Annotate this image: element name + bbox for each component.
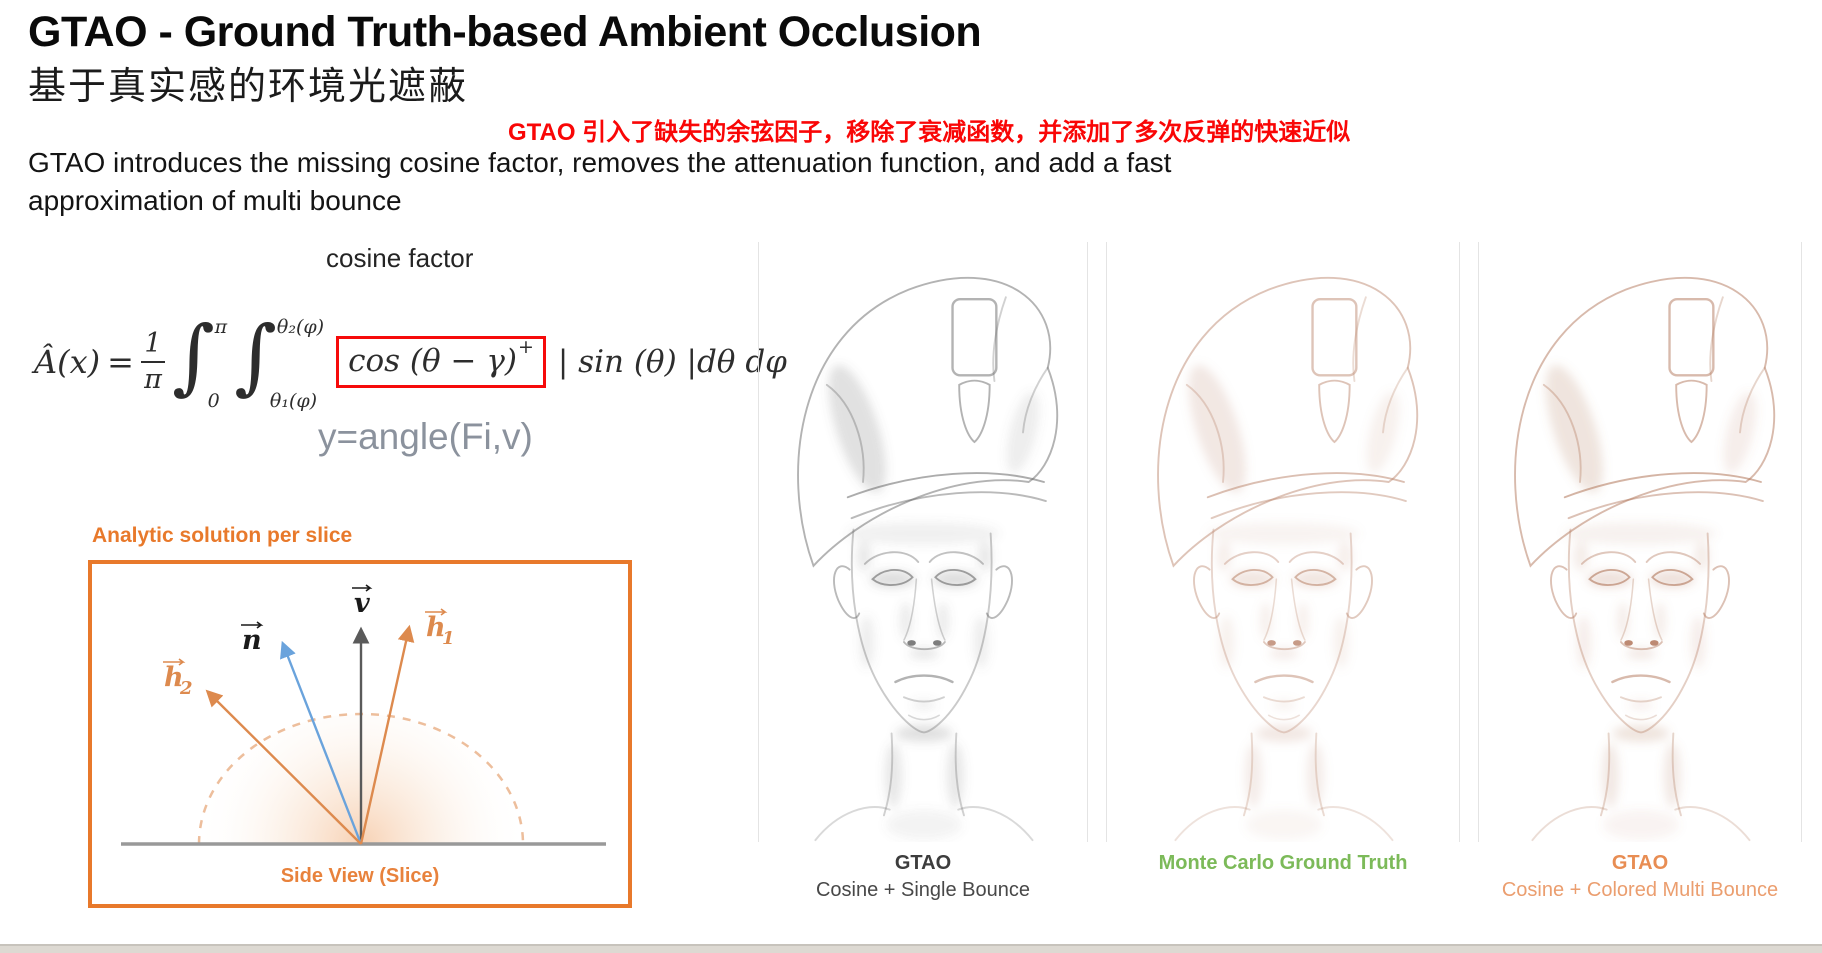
y-angle-label: y=angle(Fi,v)	[318, 416, 533, 457]
fraction-one-over-pi: 1 π	[140, 328, 165, 395]
vector-n	[280, 640, 363, 845]
cosine-term: cos (θ − γ)	[348, 342, 517, 379]
slice-diagram: v n h 1 h 2 Side View (Slice)	[121, 584, 606, 887]
head-bust-image	[1479, 242, 1801, 842]
vector-h1	[359, 624, 415, 845]
slice-diagram-box: v n h 1 h 2 Side View (Slice)	[88, 560, 632, 908]
outer-integral: ∫ π 0	[171, 308, 228, 412]
formula-equals: =	[107, 343, 134, 381]
inner-integral-upper: θ₂(φ)	[276, 316, 325, 338]
fraction-denominator: π	[144, 364, 162, 395]
outer-integral-upper: π	[214, 316, 228, 338]
panel-caption-title: GTAO	[894, 852, 952, 874]
cosine-term-red-box: cos (θ − γ) +	[336, 335, 546, 389]
vector-h1-label-arrow	[425, 608, 448, 616]
side-view-caption: Side View (Slice)	[281, 865, 440, 887]
vector-v-label-arrow	[352, 584, 373, 592]
body-paragraph: GTAO introduces the missing cosine facto…	[28, 144, 1171, 220]
panel-caption: Monte Carlo Ground Truth	[1106, 850, 1460, 877]
vector-h2	[205, 689, 362, 845]
vector-h1-label: h	[426, 612, 446, 643]
head-panel-gtao-single: GTAO Cosine + Single Bounce	[758, 242, 1088, 907]
vector-labels: v n h 1 h 2	[163, 584, 455, 699]
inner-integral: ∫ θ₂(φ) θ₁(φ)	[234, 308, 325, 412]
fraction-numerator: 1	[144, 328, 162, 360]
vector-n-label-arrow	[241, 621, 264, 629]
analytic-solution-label: Analytic solution per slice	[92, 524, 353, 547]
body-line-1: GTAO introduces the missing cosine facto…	[28, 147, 1172, 178]
panel-caption-title: GTAO	[1611, 852, 1669, 874]
head-render-warm	[1106, 242, 1460, 842]
formula-tail: | sin (θ) |dθ dφ	[557, 344, 787, 380]
bottom-bar	[0, 944, 1822, 953]
outer-integral-lower: 0	[207, 390, 220, 412]
head-panel-gtao-multi: GTAO Cosine + Colored Multi Bounce	[1478, 242, 1802, 907]
page-title: GTAO - Ground Truth-based Ambient Occlus…	[28, 8, 982, 56]
integral-sign: ∫	[171, 308, 215, 404]
integral-sign: ∫	[234, 308, 277, 404]
head-bust-image	[1107, 242, 1459, 842]
panel-caption-subtitle: Cosine + Single Bounce	[815, 879, 1031, 901]
vector-h2-subscript: 2	[179, 678, 193, 699]
cosine-factor-label: cosine factor	[326, 243, 474, 273]
math-formula: Â(x) = 1 π ∫ π 0 ∫ θ₂(φ) θ₁(φ) cos (θ − …	[34, 308, 787, 412]
head-render-warm-colored	[1478, 242, 1802, 842]
vector-h2-label: h	[164, 662, 184, 693]
head-panel-monte-carlo: Monte Carlo Ground Truth	[1106, 242, 1460, 907]
formula-lhs: Â(x)	[34, 343, 101, 381]
vector-h2-label-arrow	[163, 658, 186, 666]
panel-caption-title: Monte Carlo Ground Truth	[1158, 852, 1408, 874]
highlight-text-chinese: GTAO 引入了缺失的余弦因子，移除了衰减函数，并添加了多次反弹的快速近似	[508, 119, 1351, 146]
head-render-grayscale	[758, 242, 1088, 842]
body-line-2: approximation of multi bounce	[28, 185, 402, 216]
panel-caption: GTAO Cosine + Single Bounce	[758, 850, 1088, 904]
cosine-term-superscript: +	[517, 335, 534, 358]
vector-n-label: n	[242, 625, 262, 656]
inner-integral-lower: θ₁(φ)	[269, 390, 318, 412]
subtitle-chinese: 基于真实感的环境光遮蔽	[28, 64, 469, 108]
vector-v-label: v	[354, 588, 370, 619]
vector-h1-subscript: 1	[442, 628, 455, 649]
panel-caption-subtitle: Cosine + Colored Multi Bounce	[1501, 879, 1779, 901]
fraction-bar	[140, 361, 165, 363]
head-bust-image	[759, 242, 1087, 842]
panel-caption: GTAO Cosine + Colored Multi Bounce	[1478, 850, 1802, 904]
